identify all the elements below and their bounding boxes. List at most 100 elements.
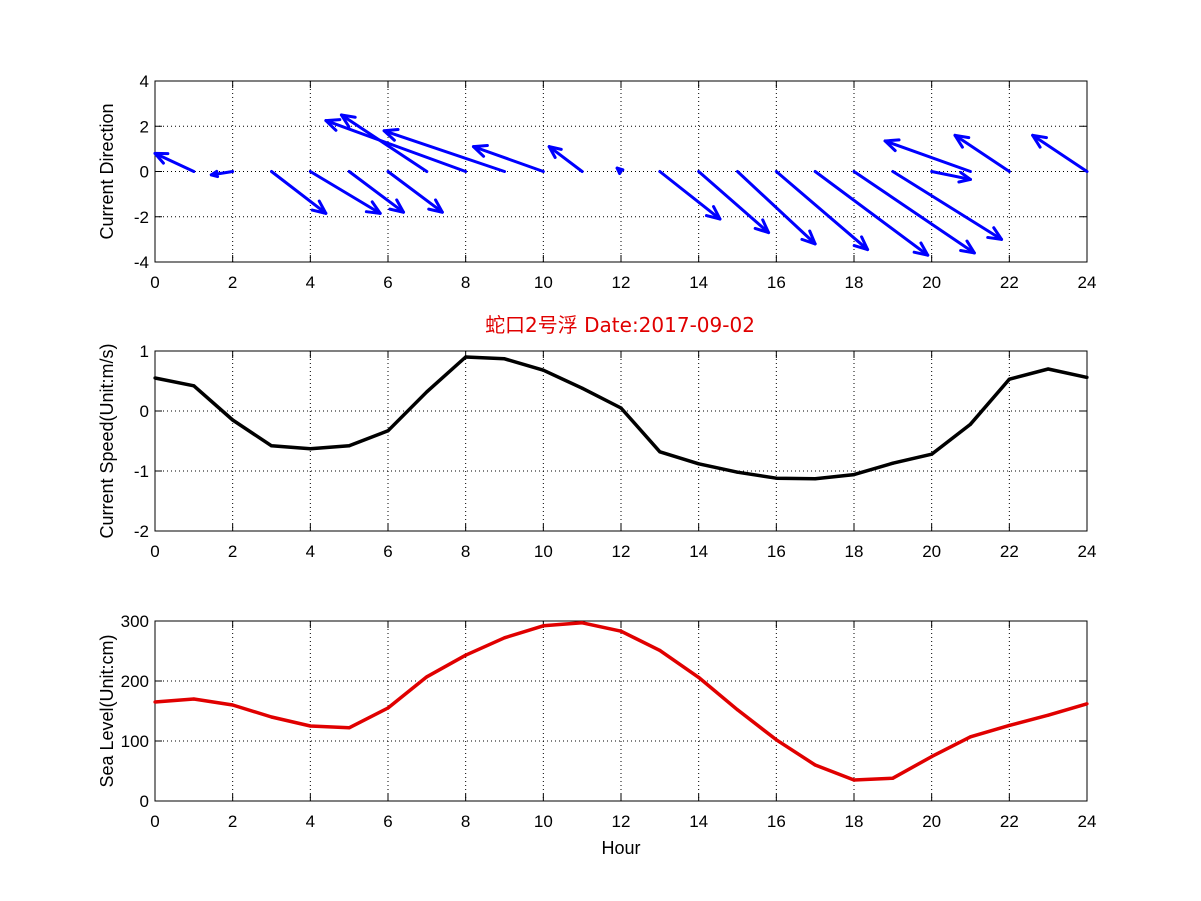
sea-level-data-point xyxy=(697,675,701,680)
direction-xtick-label: 4 xyxy=(306,273,315,292)
speed-data-point xyxy=(425,390,429,394)
speed-xtick-label: 6 xyxy=(383,542,392,561)
sea-level-xlabel: Hour xyxy=(601,838,640,858)
direction-arrow-head xyxy=(209,169,220,179)
direction-arrow-head xyxy=(471,144,489,158)
speed-ytick-label: -2 xyxy=(134,522,149,541)
speed-data-point xyxy=(192,384,196,388)
direction-xtick-label: 24 xyxy=(1078,273,1097,292)
direction-xtick-label: 16 xyxy=(767,273,786,292)
direction-arrow-head xyxy=(382,127,400,142)
speed-xtick-label: 12 xyxy=(612,542,631,561)
sea-level-ytick-label: 200 xyxy=(121,672,149,691)
direction-ytick-label: 4 xyxy=(140,72,149,91)
figure-title: 蛇口2号浮 Date:2017-09-02 xyxy=(485,313,755,337)
speed-data-point xyxy=(1007,377,1011,381)
direction-xtick-label: 20 xyxy=(922,273,941,292)
sea-level-xtick-label: 12 xyxy=(612,812,631,831)
speed-data-point xyxy=(541,368,545,372)
direction-arrow-shaft xyxy=(697,170,771,235)
sea-level-xtick-label: 2 xyxy=(228,812,237,831)
speed-data-point xyxy=(852,473,856,477)
direction-ylabel: Current Direction xyxy=(97,103,117,239)
sea-level-data-point xyxy=(1085,702,1089,706)
speed-data-point xyxy=(502,357,507,361)
speed-data-point xyxy=(813,477,817,481)
direction-arrow-head xyxy=(959,239,976,255)
direction-arrow-shaft xyxy=(774,170,870,252)
sea-level-data-point xyxy=(658,648,662,653)
speed-data-point xyxy=(619,406,623,410)
speed-xtick-label: 0 xyxy=(150,542,159,561)
direction-ytick-label: -4 xyxy=(134,253,149,272)
speed-data-point xyxy=(658,450,662,454)
direction-arrow-head xyxy=(153,151,170,165)
direction-arrow-head xyxy=(753,218,771,235)
sea-level-data-point xyxy=(1007,723,1011,728)
speed-ytick-label: -1 xyxy=(134,462,149,481)
direction-arrow-head xyxy=(986,226,1004,241)
direction-xtick-label: 0 xyxy=(150,273,159,292)
direction-xtick-label: 12 xyxy=(612,273,631,292)
direction-xtick-label: 6 xyxy=(383,273,392,292)
sea-level-data-point xyxy=(308,724,312,728)
speed-ytick-label: 0 xyxy=(140,402,149,421)
direction-xtick-label: 14 xyxy=(689,273,708,292)
direction-arrow-head xyxy=(883,138,901,153)
sea-level-xtick-label: 24 xyxy=(1078,812,1097,831)
speed-data-point xyxy=(464,355,468,359)
direction-xtick-label: 8 xyxy=(461,273,470,292)
sea-level-data-point xyxy=(269,715,274,719)
sea-level-xtick-label: 14 xyxy=(689,812,708,831)
direction-arrow-head xyxy=(852,235,870,252)
direction-arrow-shaft xyxy=(547,145,584,173)
speed-xtick-label: 2 xyxy=(228,542,237,561)
direction-arrow-head xyxy=(1031,133,1048,149)
sea-level-xtick-label: 0 xyxy=(150,812,159,831)
sea-level-xtick-label: 18 xyxy=(845,812,864,831)
direction-arrow-head xyxy=(427,198,444,214)
direction-arrow-shaft xyxy=(153,151,196,173)
direction-arrow-head xyxy=(339,113,357,129)
direction-arrow-shaft xyxy=(953,133,1011,173)
sea-level-data-point xyxy=(192,697,196,701)
direction-xtick-label: 10 xyxy=(534,273,553,292)
direction-arrow-shaft xyxy=(813,170,930,257)
speed-data-point xyxy=(269,444,274,448)
sea-level-xtick-label: 10 xyxy=(534,812,553,831)
speed-data-point xyxy=(347,444,351,448)
speed-xtick-label: 10 xyxy=(534,542,553,561)
direction-arrow-head xyxy=(957,170,972,184)
sea-level-xtick-label: 6 xyxy=(383,812,392,831)
sea-level-xtick-label: 8 xyxy=(461,812,470,831)
sea-level-xtick-label: 4 xyxy=(306,812,315,831)
sea-level-data-point xyxy=(580,621,584,625)
speed-xtick-label: 16 xyxy=(767,542,786,561)
speed-data-point xyxy=(1085,375,1089,379)
direction-arrow-head xyxy=(800,229,817,246)
sea-level-data-point xyxy=(1046,713,1050,717)
sea-level-data-point xyxy=(502,636,507,640)
sea-level-data-point xyxy=(386,706,390,710)
sea-level-data-point xyxy=(891,776,895,780)
speed-data-point xyxy=(153,376,157,380)
speed-data-point xyxy=(968,422,973,426)
direction-arrow-shaft xyxy=(347,170,406,214)
speed-data-point xyxy=(1046,367,1050,371)
sea-level-data-point xyxy=(735,708,740,712)
speed-data-point xyxy=(774,476,778,480)
direction-arrow-shaft xyxy=(883,139,972,173)
sea-level-data-point xyxy=(153,700,157,704)
speed-data-point xyxy=(697,462,701,466)
direction-arrow-head xyxy=(953,133,971,149)
sea-level-xtick-label: 20 xyxy=(922,812,941,831)
direction-arrow-head xyxy=(704,205,722,221)
speed-xtick-label: 14 xyxy=(689,542,708,561)
speed-xtick-label: 4 xyxy=(306,542,315,561)
sea-level-data-point xyxy=(813,763,817,767)
sea-level-ytick-label: 100 xyxy=(121,732,149,751)
speed-xtick-label: 22 xyxy=(1000,542,1019,561)
speed-xtick-label: 8 xyxy=(461,542,470,561)
speed-xtick-label: 20 xyxy=(922,542,941,561)
direction-xtick-label: 2 xyxy=(228,273,237,292)
